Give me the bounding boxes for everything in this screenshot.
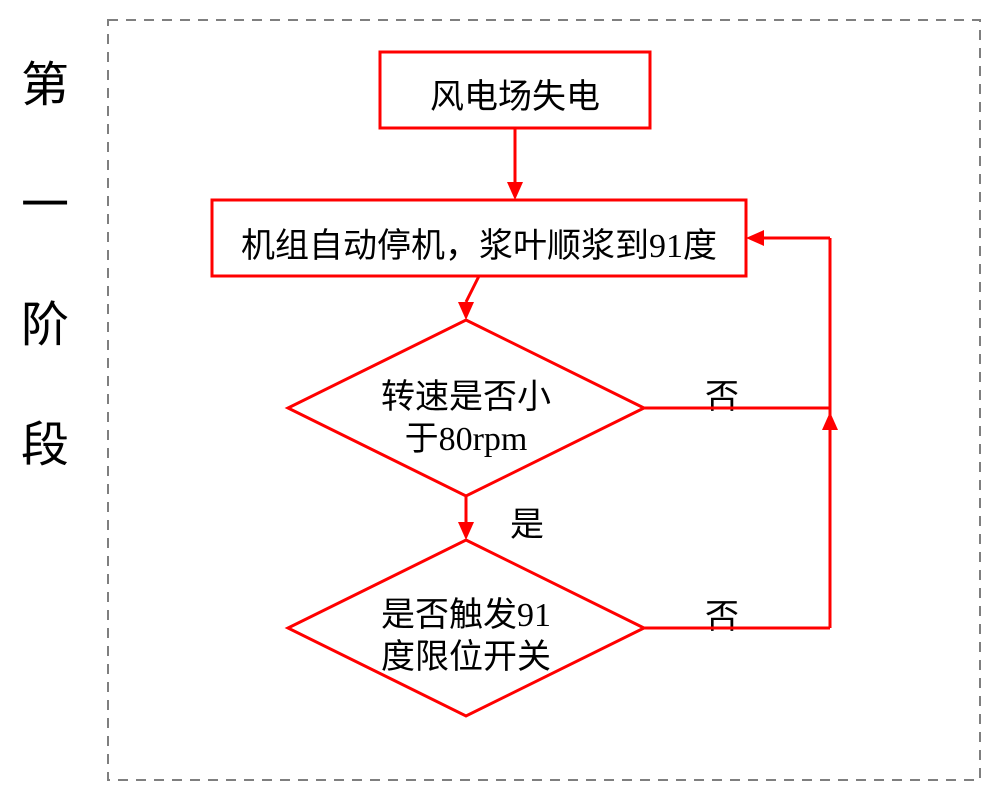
stage-label-char: 阶 xyxy=(21,299,69,352)
rpm-decision-text-2: 于80rpm xyxy=(405,421,528,458)
limit-decision-text-2: 度限位开关 xyxy=(381,638,551,676)
label-no-1: 否 xyxy=(705,379,739,416)
rpm-decision-text-1: 转速是否小 xyxy=(381,378,551,416)
stage-label-char: 段 xyxy=(21,419,69,472)
label-yes-1: 是 xyxy=(510,507,544,544)
stage-label-char: 一 xyxy=(21,179,69,232)
stage-label-char: 第 xyxy=(21,59,69,112)
start-box-text: 风电场失电 xyxy=(430,78,600,116)
label-no-2: 否 xyxy=(705,599,739,636)
limit-decision-text-1: 是否触发91 xyxy=(381,596,551,634)
shutdown-box-text: 机组自动停机，浆叶顺浆到91度 xyxy=(241,227,717,265)
flowchart-canvas: 第一阶段风电场失电机组自动停机，浆叶顺浆到91度转速是否小于80rpm否是是否触… xyxy=(0,0,1000,799)
